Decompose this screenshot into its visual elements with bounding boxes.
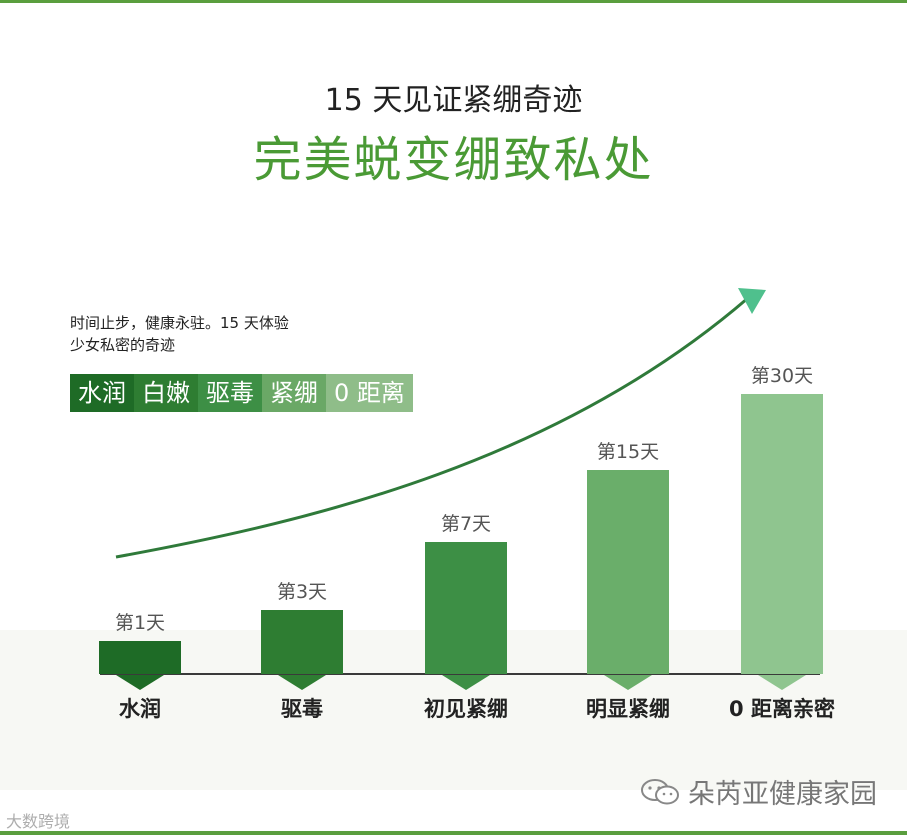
- chart-bar: [587, 470, 669, 674]
- trend-arrow-line: [115, 296, 749, 559]
- benefit-tags: 水润 白嫩 驱毒 紧绷 0 距离: [70, 374, 413, 412]
- page-subtitle: 完美蜕变绷致私处: [253, 132, 654, 188]
- data-label: 第15天: [597, 441, 659, 463]
- benefit-tag: 驱毒: [198, 374, 262, 412]
- benefit-tag: 水润: [70, 374, 134, 412]
- logo-text: 大数跨境: [6, 812, 71, 831]
- category-label: 0 距离亲密: [729, 697, 835, 721]
- intro-line-2: 少女私密的奇迹: [70, 336, 176, 354]
- wechat-icon: [641, 778, 679, 804]
- intro-text: 时间止步，健康永驻。15 天体验 少女私密的奇迹: [70, 312, 370, 356]
- page-title: 15 天见证紧绷奇迹: [324, 83, 583, 118]
- category-label: 水润: [119, 697, 161, 721]
- bottom-rule: [0, 831, 907, 835]
- top-rule: [0, 0, 907, 3]
- bar-pointer: [116, 675, 164, 690]
- chart-bar: [261, 610, 343, 674]
- data-label: 第1天: [115, 612, 165, 634]
- bar-pointer: [278, 675, 326, 690]
- chart-bar: [99, 641, 181, 674]
- benefit-tag: 紧绷: [262, 374, 326, 412]
- watermark: 朵芮亚健康家园: [640, 772, 877, 811]
- category-label: 初见紧绷: [424, 697, 508, 721]
- data-label: 第7天: [441, 513, 491, 535]
- data-label: 第30天: [751, 365, 813, 387]
- bar-pointer: [758, 675, 806, 690]
- trend-arrow-head: [738, 288, 766, 314]
- chart-bar: [425, 542, 507, 674]
- category-label: 驱毒: [281, 697, 323, 721]
- benefit-tag: 0 距离: [326, 374, 413, 412]
- data-label: 第3天: [277, 581, 327, 603]
- bar-pointer: [442, 675, 490, 690]
- benefit-tag: 白嫩: [134, 374, 198, 412]
- category-label: 明显紧绷: [586, 697, 670, 721]
- chart-bar: [741, 394, 823, 674]
- bar-pointer: [604, 675, 652, 690]
- intro-line-1: 时间止步，健康永驻。15 天体验: [70, 314, 289, 332]
- watermark-text: 朵芮亚健康家园: [688, 779, 877, 810]
